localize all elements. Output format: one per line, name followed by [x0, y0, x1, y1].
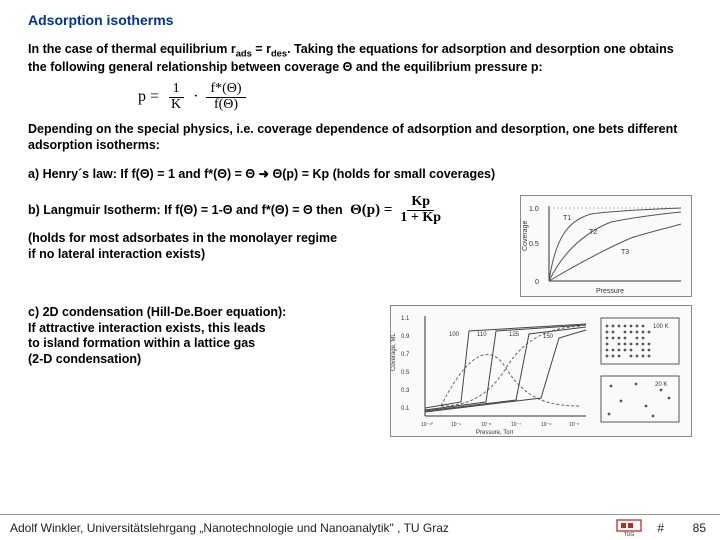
- svg-text:0.3: 0.3: [401, 388, 410, 394]
- svg-text:10⁻⁵: 10⁻⁵: [569, 422, 579, 428]
- intro-sub-ads: ads: [236, 49, 252, 59]
- slide-footer: Adolf Winkler, Universitätslehrgang „Nan…: [0, 514, 720, 540]
- footer-logo: TUG: [615, 519, 643, 537]
- item-c-text: c) 2D condensation (Hill-De.Boer equatio…: [28, 305, 374, 368]
- svg-text:0.7: 0.7: [401, 352, 410, 358]
- svg-text:10⁻⁷: 10⁻⁷: [511, 422, 521, 428]
- eq-b-lhs: Θ(p) =: [350, 201, 392, 220]
- footer-hash: #: [657, 521, 664, 535]
- depending-paragraph: Depending on the special physics, i.e. c…: [28, 122, 692, 153]
- condensation-figure: 1.1 0.9 0.7 0.5 0.3 0.1 10⁻¹⁰ 10⁻⁹ 10⁻⁸ …: [390, 305, 692, 437]
- svg-text:Pressure, Torr: Pressure, Torr: [476, 430, 514, 436]
- svg-text:1.0: 1.0: [529, 206, 539, 213]
- eq-frac-2: f*(Θ) f(Θ): [206, 82, 245, 112]
- svg-text:T2: T2: [589, 229, 597, 236]
- item-b-lead: b) Langmuir Isotherm: If f(Θ) = 1-Θ and …: [28, 203, 343, 217]
- svg-text:10⁻⁶: 10⁻⁶: [541, 422, 551, 428]
- item-c-row: c) 2D condensation (Hill-De.Boer equatio…: [28, 305, 692, 437]
- intro-text-1: In the case of thermal equilibrium r: [28, 42, 236, 56]
- equation-langmuir: Θ(p) = Kp 1 + Kp: [350, 195, 445, 225]
- footer-page-number: 85: [682, 521, 706, 535]
- item-b-text: b) Langmuir Isotherm: If f(Θ) = 1-Θ and …: [28, 195, 510, 225]
- eq-frac1-num: 1: [169, 82, 184, 98]
- eq-b-den: 1 + Kp: [396, 211, 445, 226]
- svg-text:1.1: 1.1: [401, 316, 410, 322]
- eq-lhs: p =: [138, 88, 159, 106]
- svg-text:0.5: 0.5: [529, 241, 539, 248]
- item-b-row: b) Langmuir Isotherm: If f(Θ) = 1-Θ and …: [28, 195, 692, 297]
- svg-text:0.1: 0.1: [401, 406, 410, 412]
- svg-text:0.5: 0.5: [401, 370, 410, 376]
- svg-text:T1: T1: [563, 215, 571, 222]
- slide-title: Adsorption isotherms: [28, 12, 692, 28]
- svg-text:10⁻⁸: 10⁻⁸: [481, 422, 491, 428]
- langmuir-chart-svg: 1.0 0.5 0 T1 T2 T3 Coverage Pressure: [521, 196, 691, 296]
- svg-text:100: 100: [449, 332, 460, 338]
- eq-frac2-den: f(Θ): [210, 98, 242, 113]
- condensation-svg: 1.1 0.9 0.7 0.5 0.3 0.1 10⁻¹⁰ 10⁻⁹ 10⁻⁸ …: [391, 306, 691, 436]
- footer-text: Adolf Winkler, Universitätslehrgang „Nan…: [10, 521, 615, 535]
- svg-text:T3: T3: [621, 249, 629, 256]
- item-a: a) Henry´s law: If f(Θ) = 1 and f*(Θ) = …: [28, 167, 692, 183]
- intro-sub-des: des: [271, 49, 287, 59]
- svg-text:Coverage: Coverage: [522, 221, 529, 251]
- eq-frac2-num: f*(Θ): [206, 82, 245, 98]
- svg-text:20 K: 20 K: [655, 382, 667, 388]
- svg-text:10⁻⁹: 10⁻⁹: [451, 422, 461, 428]
- svg-text:0.9: 0.9: [401, 334, 410, 340]
- svg-text:10⁻¹⁰: 10⁻¹⁰: [421, 422, 433, 428]
- svg-text:125: 125: [509, 332, 520, 338]
- svg-text:Pressure: Pressure: [596, 288, 624, 295]
- svg-text:110: 110: [477, 332, 487, 338]
- eq-frac1-den: K: [167, 98, 185, 113]
- item-b-note: (holds for most adsorbates in the monola…: [28, 231, 510, 262]
- eq-b-num: Kp: [407, 195, 434, 211]
- svg-text:Coverage, ML: Coverage, ML: [391, 333, 397, 371]
- eq-dot: ·: [193, 88, 198, 106]
- langmuir-chart: 1.0 0.5 0 T1 T2 T3 Coverage Pressure: [520, 195, 692, 297]
- equation-main: p = 1 K · f*(Θ) f(Θ): [138, 82, 692, 112]
- svg-text:TUG: TUG: [624, 532, 635, 537]
- svg-text:100 K: 100 K: [653, 324, 669, 330]
- svg-text:150: 150: [543, 334, 554, 340]
- eq-frac-1: 1 K: [167, 82, 185, 112]
- intro-text-2: = r: [252, 42, 271, 56]
- svg-text:0: 0: [535, 279, 539, 286]
- intro-paragraph: In the case of thermal equilibrium rads …: [28, 42, 692, 76]
